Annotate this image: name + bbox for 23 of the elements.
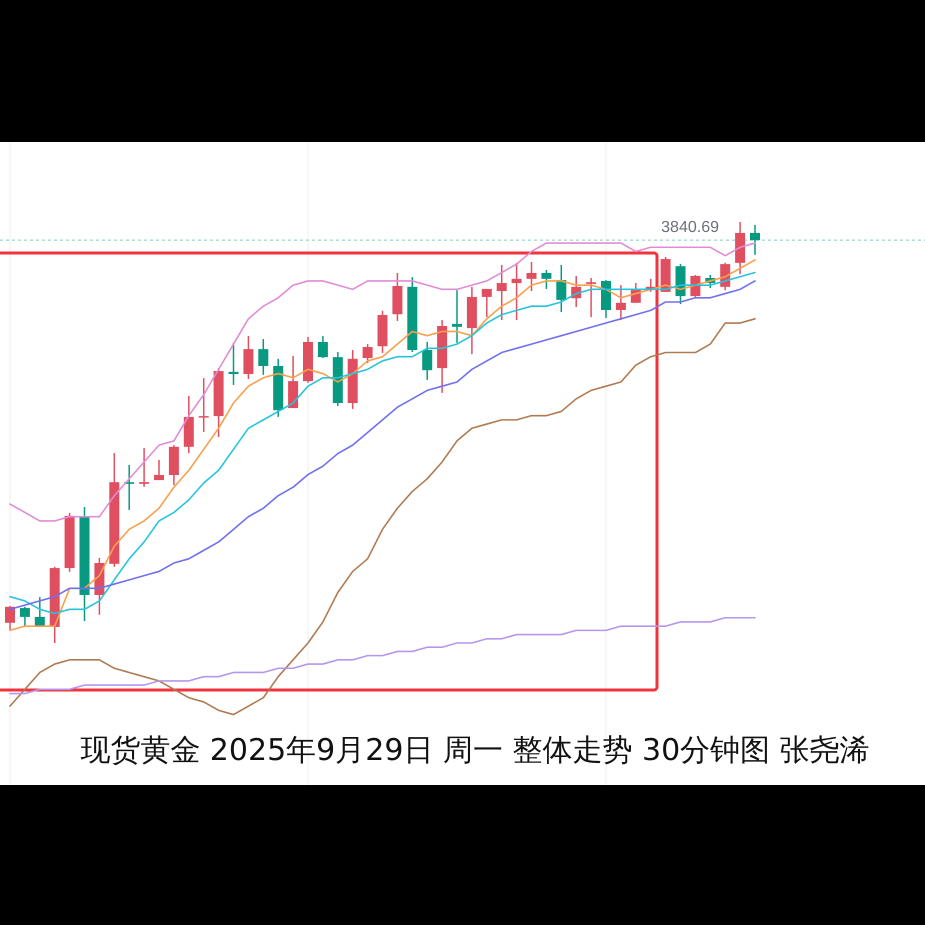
candlestick [556, 264, 566, 313]
candlestick [318, 335, 328, 359]
candlestick [586, 277, 596, 318]
candlestick [139, 447, 150, 488]
candlestick [526, 261, 536, 292]
candlestick [750, 224, 760, 256]
candlestick [124, 464, 134, 511]
candlestick [198, 377, 209, 433]
candlestick [616, 284, 626, 321]
candlestick [228, 342, 238, 386]
candlestick [5, 605, 15, 631]
candlestick [541, 269, 552, 290]
annotation: 3840.69 [661, 219, 720, 236]
text: 现货黄金 2025年9月29日 周一 整体走势 30分钟图 张尧浠 [80, 733, 870, 768]
candlestick [482, 288, 492, 318]
candlestick [20, 606, 30, 628]
candlestick [496, 264, 507, 321]
candlestick [422, 341, 432, 381]
candlestick [154, 459, 164, 481]
candlestick [512, 262, 522, 321]
candlestick [452, 289, 462, 344]
candlestick [258, 338, 268, 376]
candlestick [362, 343, 373, 364]
